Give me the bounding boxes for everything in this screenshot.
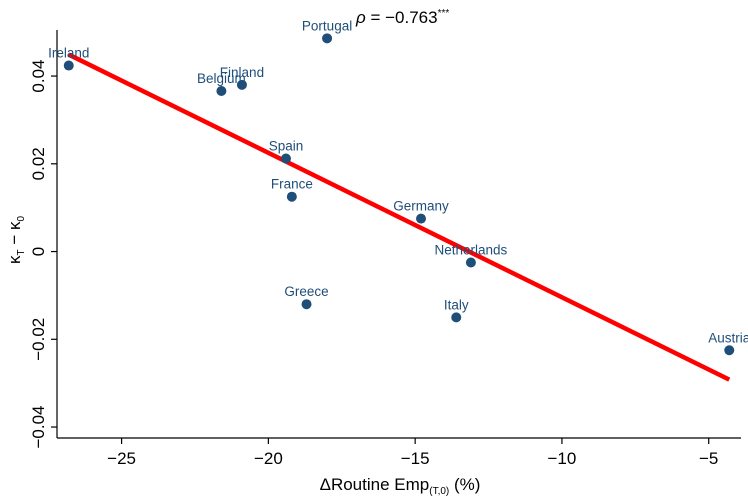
- y-axis-title-minus: −: [5, 230, 24, 249]
- point-label-ireland: Ireland: [48, 46, 89, 61]
- x-tick-label: −25: [107, 449, 136, 468]
- y-axis-title: κT − κ0: [5, 216, 27, 264]
- fit-line-group: [67, 52, 731, 382]
- point-germany: [416, 213, 427, 224]
- fit-line: [67, 52, 731, 382]
- y-tick-label: −0.02: [29, 318, 48, 361]
- rho-annotation: ρ = −0.763***: [355, 8, 449, 27]
- x-tick-label: −15: [401, 449, 430, 468]
- point-austria: [724, 345, 735, 356]
- point-finland: [236, 79, 247, 90]
- point-label-netherlands: Netherlands: [435, 243, 508, 258]
- x-axis-title-sub: (T,0): [429, 486, 449, 497]
- point-spain: [280, 153, 291, 164]
- point-ireland: [63, 60, 74, 71]
- y-axis-title-k2: κ: [5, 221, 24, 230]
- y-axis-title-sub2: 0: [16, 216, 27, 222]
- point-label-france: France: [271, 177, 313, 192]
- point-netherlands: [465, 257, 476, 268]
- x-axis-title-main: ΔRoutine Emp: [320, 475, 430, 494]
- point-label-belgium: Belgium: [197, 71, 246, 86]
- x-axis-title-suffix: (%): [449, 475, 480, 494]
- y-tick-label: 0.02: [29, 147, 48, 180]
- rho-symbol: ρ: [355, 8, 366, 27]
- x-tick-label: −20: [254, 449, 283, 468]
- point-belgium: [216, 85, 227, 96]
- rho-stars: ***: [438, 8, 450, 19]
- point-label-portugal: Portugal: [302, 18, 352, 33]
- point-france: [286, 191, 297, 202]
- point-label-italy: Italy: [444, 297, 469, 312]
- point-label-austria: Austria: [708, 330, 748, 345]
- rho-value: = −0.763: [366, 8, 438, 27]
- y-tick-label: 0: [29, 247, 48, 256]
- x-tick-label: −5: [699, 449, 718, 468]
- point-label-spain: Spain: [269, 139, 304, 154]
- point-label-germany: Germany: [393, 199, 449, 214]
- point-label-finland: Finland: [220, 65, 264, 80]
- point-label-greece: Greece: [284, 284, 328, 299]
- y-ticks: −0.04 −0.02 0 0.02 0.04: [29, 60, 57, 449]
- y-tick-label: 0.04: [29, 60, 48, 93]
- y-tick-label: −0.04: [29, 406, 48, 449]
- point-italy: [451, 312, 462, 323]
- point-greece: [301, 299, 312, 310]
- y-axis-title-k1: κ: [5, 255, 24, 264]
- y-axis-title-sub1: T: [16, 249, 27, 255]
- point-portugal: [322, 33, 333, 44]
- x-tick-label: −10: [548, 449, 577, 468]
- x-ticks: −25 −20 −15 −10 −5: [107, 438, 718, 468]
- x-axis-title: ΔRoutine Emp(T,0) (%): [320, 475, 481, 497]
